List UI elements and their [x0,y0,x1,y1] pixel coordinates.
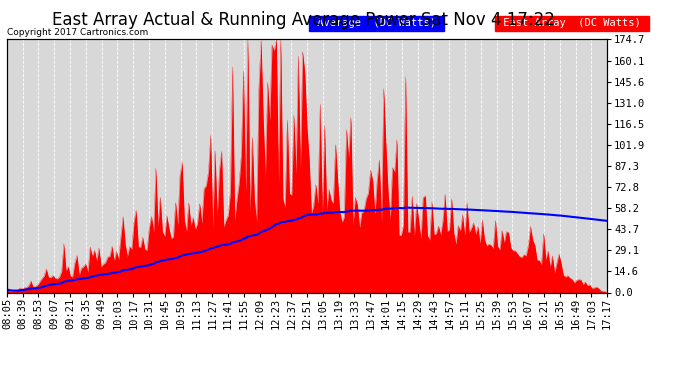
Text: East Array  (DC Watts): East Array (DC Watts) [497,18,647,28]
Text: Average  (DC Watts): Average (DC Watts) [311,18,442,28]
Text: Copyright 2017 Cartronics.com: Copyright 2017 Cartronics.com [7,28,148,37]
Text: East Array Actual & Running Average Power Sat Nov 4 17:22: East Array Actual & Running Average Powe… [52,11,555,29]
